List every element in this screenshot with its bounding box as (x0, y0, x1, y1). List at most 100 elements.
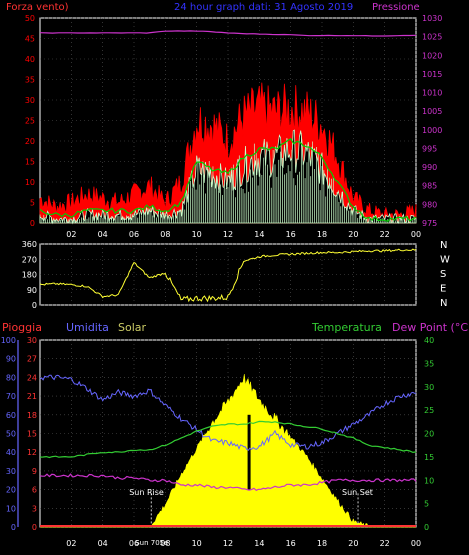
rain-y-tick: 0 (32, 523, 37, 532)
wind-time-tick: 20 (348, 230, 358, 239)
pressure-y-tick: 1000 (422, 126, 442, 135)
wind-time-tick: 04 (98, 230, 108, 239)
humidity-y-tick: 90 (6, 355, 16, 364)
dir-y-tick: 360 (22, 240, 37, 249)
wind-average-line (39, 137, 417, 222)
solar-label: Solar (118, 321, 147, 334)
wind-y-tick: 45 (25, 35, 35, 44)
bottom-time-tick: 22 (380, 539, 390, 548)
rain-y-tick: 12 (27, 448, 37, 457)
bottom-time-tick: 06 (129, 539, 139, 548)
compass-label: N (440, 240, 447, 251)
humidity-y-tick: 70 (6, 392, 16, 401)
wind-y-tick: 20 (25, 137, 35, 146)
rain-y-tick: 30 (27, 336, 37, 345)
pressure-y-tick: 1015 (422, 70, 442, 79)
chart-title: 24 hour graph dati: 31 Agosto 2019 (174, 2, 353, 13)
temperature-y-tick: 30 (424, 383, 434, 392)
wind-time-tick: 22 (380, 230, 390, 239)
wind-y-tick: 35 (25, 76, 35, 85)
pressure-y-tick: 995 (422, 144, 437, 153)
temperature-y-tick: 15 (424, 453, 434, 462)
wind-time-tick: 18 (317, 230, 327, 239)
sun-rise-label: Sun Rise (129, 488, 164, 497)
compass-label: E (440, 284, 446, 295)
rain-y-tick: 9 (32, 467, 37, 476)
pressure-y-tick: 985 (422, 182, 437, 191)
pressure-y-tick: 1010 (422, 89, 442, 98)
rain-y-tick: 24 (27, 373, 37, 382)
bottom-time-tick: 12 (223, 539, 233, 548)
rain-y-tick: 18 (27, 411, 37, 420)
pressure-y-tick: 975 (422, 219, 437, 228)
rain-label: Pioggia (2, 321, 42, 334)
bottom-time-tick: 20 (348, 539, 358, 548)
bottom-time-tick: 14 (254, 539, 264, 548)
wind-time-tick: 12 (223, 230, 233, 239)
humidity-y-tick: 100 (1, 336, 16, 345)
temperature-label: Temperatura (311, 321, 382, 334)
wind-time-tick: 16 (286, 230, 296, 239)
pressure-y-tick: 990 (422, 163, 437, 172)
bottom-time-tick: 02 (66, 539, 76, 548)
humidity-y-tick: 0 (11, 523, 16, 532)
direction-line (39, 248, 417, 303)
wind-time-tick: 08 (160, 230, 170, 239)
wind-y-tick: 5 (30, 199, 35, 208)
rain-y-tick: 6 (32, 486, 37, 495)
pressure-line (39, 30, 417, 37)
temperature-y-tick: 20 (424, 430, 434, 439)
bottom-time-tick: 16 (286, 539, 296, 548)
rain-y-tick: 15 (27, 430, 37, 439)
temperature-y-tick: 0 (424, 523, 429, 532)
compass-label: S (440, 269, 446, 280)
wind-y-tick: 0 (30, 219, 35, 228)
dewpoint-label: Dew Point (°C) (392, 321, 469, 334)
pressure-y-tick: 1005 (422, 107, 442, 116)
dir-y-tick: 0 (32, 301, 37, 310)
compass-label: N (440, 298, 447, 309)
bottom-time-tick: 04 (98, 539, 108, 548)
wind-y-tick: 15 (25, 158, 35, 167)
temperature-y-tick: 5 (424, 500, 429, 509)
pressure-y-tick: 1030 (422, 14, 442, 23)
pressure-axis-label: Pressione (372, 2, 420, 13)
temperature-y-tick: 40 (424, 336, 434, 345)
bottom-time-tick: 10 (192, 539, 202, 548)
bottom-time-tick: 08 (160, 539, 170, 548)
humidity-y-tick: 80 (6, 373, 16, 382)
temperature-y-tick: 10 (424, 476, 434, 485)
pressure-y-tick: 980 (422, 200, 437, 209)
dir-y-tick: 270 (22, 255, 37, 264)
dewpoint-line (39, 473, 417, 492)
rain-y-tick: 3 (32, 504, 37, 513)
wind-time-tick: 10 (192, 230, 202, 239)
bottom-time-tick: 00 (411, 539, 421, 548)
humidity-y-tick: 50 (6, 430, 16, 439)
humidity-y-tick: 40 (6, 448, 16, 457)
humidity-line (39, 374, 417, 451)
wind-y-tick: 50 (25, 14, 35, 23)
humidity-y-tick: 10 (6, 504, 16, 513)
humidity-y-tick: 30 (6, 467, 16, 476)
dir-y-tick: 90 (27, 286, 37, 295)
solar-gap (247, 414, 251, 490)
bottom-time-tick: 18 (317, 539, 327, 548)
pressure-y-tick: 1025 (422, 33, 442, 42)
wind-time-tick: 06 (129, 230, 139, 239)
wind-panel: 0510152025303540455097598098599099510001… (25, 14, 443, 239)
humidity-label: Umidita (66, 321, 109, 334)
wind-time-tick: 00 (411, 230, 421, 239)
temperature-y-tick: 35 (424, 359, 434, 368)
dir-y-tick: 180 (22, 271, 37, 280)
compass-label: W (440, 255, 450, 266)
wind-y-tick: 10 (25, 178, 35, 187)
sun-rise-time-label: Sun 705e (135, 539, 168, 547)
wind-y-tick: 30 (25, 96, 35, 105)
wind-time-tick: 14 (254, 230, 264, 239)
rain-y-tick: 27 (27, 355, 37, 364)
rain-y-tick: 21 (27, 392, 37, 401)
temperature-y-tick: 25 (424, 406, 434, 415)
sun-set-label: Sun Set (342, 488, 373, 497)
